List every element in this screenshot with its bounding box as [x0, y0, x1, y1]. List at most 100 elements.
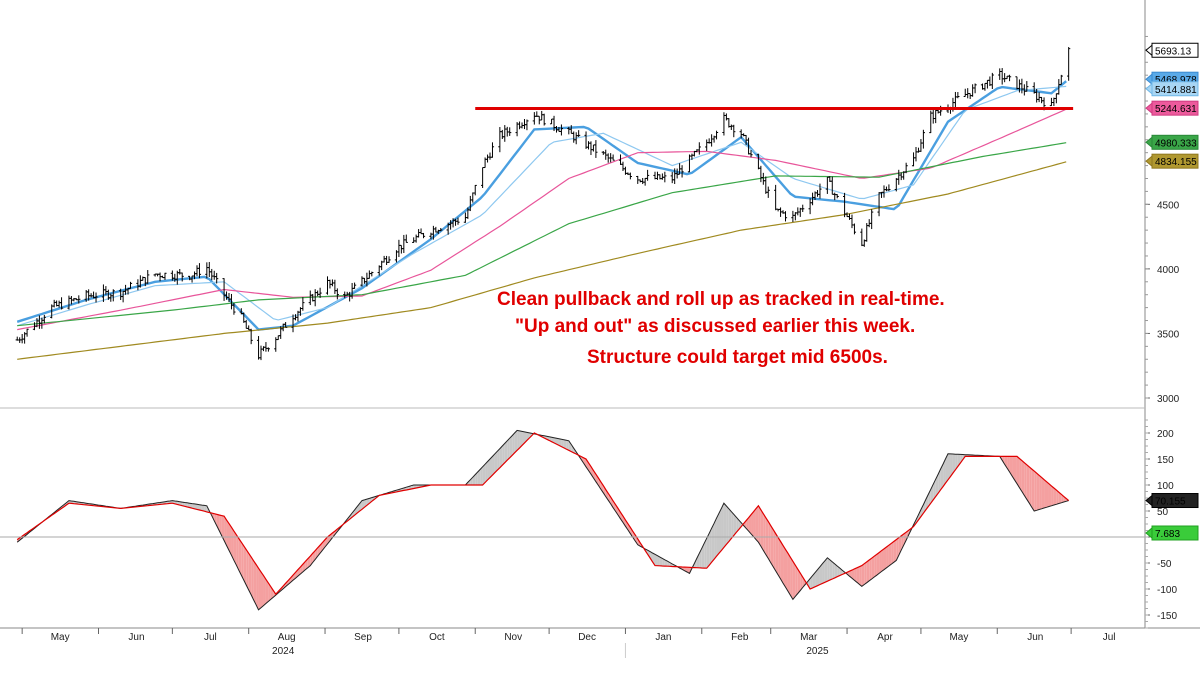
osc-tick-label: 100 — [1157, 481, 1174, 492]
y-tick-label: 3000 — [1157, 394, 1180, 405]
oscillator-fill — [760, 509, 764, 551]
oscillator-fill — [514, 430, 518, 453]
price-bar — [759, 165, 763, 183]
price-bar — [732, 124, 736, 138]
oscillator-fill — [571, 444, 574, 453]
oscillator-fill — [627, 523, 631, 534]
oscillator-fill — [787, 553, 791, 596]
oscillator-fill — [866, 560, 870, 583]
price-bar — [128, 281, 133, 290]
oscillator-fill — [268, 583, 271, 602]
price-bar — [540, 110, 544, 121]
price-bar — [421, 232, 426, 239]
oscillator-fill — [886, 545, 889, 568]
oscillator-fill — [196, 504, 200, 511]
oscillator-fill — [856, 566, 860, 585]
price-bar — [611, 154, 615, 161]
price-bar — [291, 314, 295, 333]
oscillator-fill — [600, 481, 604, 493]
price-bar — [749, 150, 753, 158]
oscillator-fill — [1029, 466, 1032, 508]
oscillator-fill — [231, 527, 234, 561]
oscillator-fill — [620, 512, 623, 523]
price-bar — [1049, 97, 1054, 107]
oscillator-fill — [851, 568, 855, 581]
price-bar — [549, 118, 554, 125]
price-bar — [59, 297, 64, 310]
price-bar — [830, 176, 834, 195]
oscillator-fill — [950, 453, 953, 477]
x-tick-label: Sep — [354, 632, 372, 643]
oscillator-line — [16, 429, 1069, 611]
price-bar — [453, 218, 458, 226]
value-tag-label: 70.155 — [1155, 497, 1186, 508]
price-bar — [301, 297, 305, 311]
oscillator-fill — [487, 459, 491, 481]
oscillator-fill — [1031, 469, 1035, 511]
price-bar — [205, 262, 209, 279]
price-bar — [1015, 76, 1019, 90]
oscillator-fill — [184, 502, 188, 507]
price-bar — [1025, 81, 1029, 92]
price-bar — [333, 279, 337, 294]
oscillator-fill — [662, 558, 665, 567]
price-bar — [983, 82, 987, 91]
price-bar — [542, 113, 546, 126]
oscillator-fill — [832, 561, 835, 579]
price-bar — [670, 172, 674, 184]
price-bar — [852, 223, 857, 235]
oscillator-fill — [251, 557, 254, 600]
oscillator-signal-line — [16, 432, 1070, 596]
value-tag-label: 4980.333 — [1155, 138, 1197, 149]
price-bar — [244, 319, 248, 329]
value-tag: 70.155 — [1145, 493, 1199, 509]
oscillator-fill — [861, 563, 865, 587]
oscillator-fill — [723, 503, 727, 548]
price-bar — [25, 328, 29, 337]
oscillator-fill — [556, 438, 559, 446]
x-tick-label: Apr — [877, 632, 893, 643]
price-bar — [439, 228, 443, 232]
price-bar — [362, 277, 367, 284]
x-tick-label: Oct — [429, 632, 445, 643]
price-bar — [316, 290, 320, 297]
annotation-line-1: Clean pullback and roll up as tracked in… — [497, 289, 945, 310]
oscillator-fill — [497, 448, 500, 471]
price-bar — [485, 154, 490, 163]
price-bar — [232, 303, 236, 315]
moving-average-line — [17, 142, 1067, 327]
price-bar — [968, 93, 972, 99]
price-bar — [352, 282, 357, 289]
oscillator-fill — [204, 505, 207, 512]
oscillator-fill — [952, 454, 956, 474]
oscillator-fill — [1007, 456, 1010, 472]
oscillator-fill — [199, 504, 202, 511]
price-bar — [335, 288, 339, 300]
oscillator-fill — [792, 561, 796, 600]
oscillator-fill — [480, 466, 483, 485]
oscillator-fill — [477, 469, 481, 485]
price-bar — [498, 127, 502, 153]
oscillator-fill — [238, 538, 242, 576]
oscillator-fill — [194, 503, 197, 510]
value-tag: 7.683 — [1145, 525, 1199, 541]
oscillator-fill — [834, 563, 838, 578]
oscillator-fill — [935, 474, 939, 497]
oscillator-fill — [751, 511, 754, 537]
price-bar — [971, 84, 975, 97]
value-tag: 5693.13 — [1145, 42, 1199, 58]
price-bar — [1059, 74, 1063, 86]
price-bar — [680, 165, 684, 178]
value-tag-label: 5244.631 — [1155, 104, 1197, 115]
oscillator-fill — [881, 548, 884, 572]
x-tick-label: Dec — [578, 632, 596, 643]
oscillator-fill — [864, 561, 867, 585]
price-bar — [503, 125, 507, 142]
axes: 3000 3500 4000 4500 -150 -100 -50 50 100 150 200 Ma… — [0, 0, 1200, 658]
oscillator-fill — [618, 508, 621, 519]
price-bar — [985, 79, 990, 89]
oscillator-fill — [709, 528, 712, 566]
price-bar — [914, 147, 918, 162]
oscillator-fill — [561, 439, 564, 448]
